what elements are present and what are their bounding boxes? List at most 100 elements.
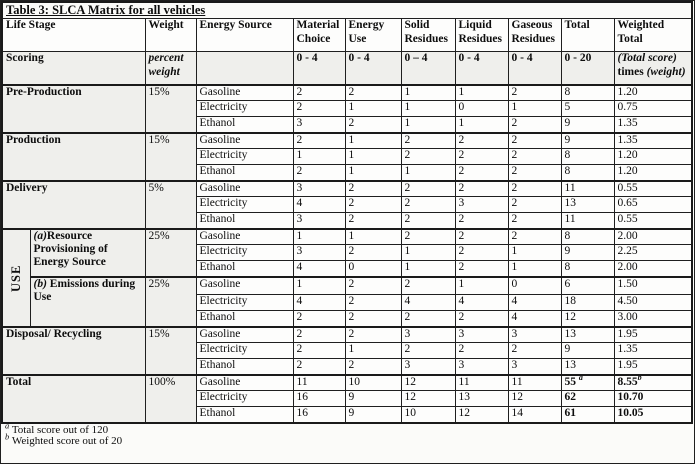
weight-cell: 15% bbox=[144, 83, 197, 134]
score-cell: 2 bbox=[344, 275, 402, 296]
energy-source-cell: Gasoline bbox=[195, 83, 294, 102]
score-cell: 12 bbox=[454, 406, 509, 424]
header-gaseous-residues: Gaseous Residues bbox=[507, 18, 562, 53]
score-cell: 10 bbox=[400, 406, 456, 424]
total-cell: 55 a bbox=[560, 373, 615, 392]
life-stage-cell: Disposal/ Recycling bbox=[1, 325, 146, 376]
score-cell: 1 bbox=[400, 100, 456, 118]
score-cell: 2 bbox=[400, 179, 456, 198]
score-cell: 1 bbox=[292, 148, 346, 166]
table-row: Ethanol 4 0 1 2 1 8 2.00 bbox=[2, 260, 693, 278]
total-cell: 13 bbox=[560, 325, 615, 344]
score-cell: 2 bbox=[507, 148, 562, 166]
score-cell: 2 bbox=[454, 310, 509, 328]
score-cell: 2 bbox=[344, 179, 402, 198]
score-cell: 2 bbox=[292, 325, 346, 344]
energy-source-cell: Gasoline bbox=[195, 373, 294, 392]
score-cell: 2 bbox=[454, 342, 509, 360]
weighted-cell: 1.95 bbox=[613, 325, 693, 344]
energy-source-cell: Electricity bbox=[195, 294, 294, 312]
score-cell: 1 bbox=[344, 227, 402, 246]
score-cell: 3 bbox=[507, 358, 562, 376]
total-cell: 11 bbox=[560, 212, 615, 230]
weighted-cell: 10.05 bbox=[613, 406, 693, 424]
total-cell: 13 bbox=[560, 196, 615, 214]
total-cell: 13 bbox=[560, 358, 615, 376]
table-row: Production 15% Gasoline 2 1 2 2 2 9 1.35 bbox=[1, 131, 693, 182]
total-cell: 8 bbox=[560, 227, 615, 246]
score-cell: 2 bbox=[344, 212, 402, 230]
score-cell: 2 bbox=[507, 179, 562, 198]
energy-source-cell: Ethanol bbox=[195, 406, 294, 424]
score-cell: 2 bbox=[507, 83, 562, 102]
table-title: Table 3: SLCA Matrix for all vehicles bbox=[1, 1, 693, 20]
table-row: Electricity 16 9 12 13 12 62 10.70 bbox=[2, 390, 693, 408]
weighted-cell: 3.00 bbox=[613, 310, 693, 328]
score-cell: 2 bbox=[507, 227, 562, 246]
energy-source-cell: Ethanol bbox=[195, 116, 294, 134]
table-row: Electricity 1 1 2 2 2 8 1.20 bbox=[2, 148, 693, 166]
energy-source-cell: Electricity bbox=[195, 100, 294, 118]
score-cell: 2 bbox=[400, 227, 456, 246]
score-cell: 1 bbox=[344, 131, 402, 150]
score-cell: 9 bbox=[344, 406, 402, 424]
score-cell: 2 bbox=[400, 342, 456, 360]
score-cell: 1 bbox=[344, 164, 402, 182]
score-cell: 2 bbox=[454, 212, 509, 230]
energy-source-cell: Ethanol bbox=[195, 358, 294, 376]
header-life-stage: Life Stage bbox=[1, 18, 146, 53]
scoring-range-cell: 0 - 4 bbox=[454, 51, 509, 86]
score-cell: 1 bbox=[454, 116, 509, 134]
score-cell: 2 bbox=[292, 83, 346, 102]
score-cell: 2 bbox=[400, 131, 456, 150]
header-solid-residues: Solid Residues bbox=[400, 18, 456, 53]
table-row: Ethanol 16 9 10 12 14 61 10.05 bbox=[2, 406, 693, 424]
score-cell: 2 bbox=[454, 164, 509, 182]
weighted-cell: 2.00 bbox=[613, 260, 693, 278]
score-cell: 11 bbox=[454, 373, 509, 392]
score-cell: 2 bbox=[400, 275, 456, 296]
table-row: Electricity 2 1 2 2 2 9 1.35 bbox=[2, 342, 693, 360]
score-cell: 2 bbox=[292, 100, 346, 118]
use-group-label: USE bbox=[1, 227, 31, 328]
table-row: Disposal/ Recycling 15% Gasoline 2 2 3 3… bbox=[1, 325, 693, 376]
score-cell: 4 bbox=[454, 294, 509, 312]
score-cell: 3 bbox=[454, 358, 509, 376]
score-cell: 2 bbox=[344, 294, 402, 312]
score-cell: 1 bbox=[507, 244, 562, 262]
score-cell: 3 bbox=[507, 325, 562, 344]
header-material-choice: Material Choice bbox=[292, 18, 346, 53]
footnote-a: a Total score out of 120 bbox=[5, 420, 109, 436]
score-cell: 3 bbox=[454, 196, 509, 214]
table-row: Scoring percent weight 0 - 4 0 - 4 0 – 4… bbox=[1, 51, 693, 86]
score-cell: 1 bbox=[400, 260, 456, 278]
life-stage-cell: Production bbox=[1, 131, 146, 182]
score-cell: 2 bbox=[454, 260, 509, 278]
score-cell: 0 bbox=[454, 100, 509, 118]
weighted-cell: 0.65 bbox=[613, 196, 693, 214]
scoring-weight-note: percent weight bbox=[144, 51, 197, 86]
score-cell: 2 bbox=[454, 227, 509, 246]
life-stage-cell: (b) Emissions during Use bbox=[29, 275, 146, 328]
score-cell: 14 bbox=[507, 406, 562, 424]
score-cell: 1 bbox=[454, 83, 509, 102]
score-cell: 1 bbox=[344, 148, 402, 166]
score-cell: 4 bbox=[507, 294, 562, 312]
energy-source-cell: Ethanol bbox=[195, 164, 294, 182]
life-stage-cell: Delivery bbox=[1, 179, 146, 230]
table-row: Table 3: SLCA Matrix for all vehicles bbox=[1, 1, 693, 20]
scoring-label: Scoring bbox=[1, 51, 146, 86]
score-cell: 2 bbox=[400, 148, 456, 166]
life-stage-cell: (a)Resource Provisioning of Energy Sourc… bbox=[29, 227, 146, 278]
total-cell: 12 bbox=[560, 310, 615, 328]
score-cell: 9 bbox=[344, 390, 402, 408]
scoring-range-cell: 0 - 20 bbox=[560, 51, 615, 86]
score-cell: 1 bbox=[507, 260, 562, 278]
weighted-cell: 2.00 bbox=[613, 227, 693, 246]
score-cell: 1 bbox=[292, 227, 346, 246]
score-cell: 2 bbox=[344, 358, 402, 376]
total-cell: 8 bbox=[560, 83, 615, 102]
weight-cell: 25% bbox=[144, 275, 197, 328]
score-cell: 2 bbox=[507, 131, 562, 150]
